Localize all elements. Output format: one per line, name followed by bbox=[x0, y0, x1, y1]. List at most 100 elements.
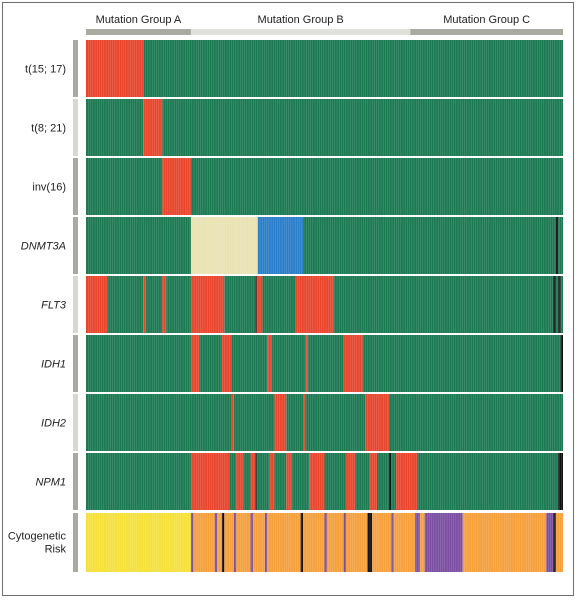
cell-6-10 bbox=[343, 335, 363, 392]
cell-8-16 bbox=[355, 453, 370, 510]
cell-8-3 bbox=[229, 453, 237, 510]
cell-6-3 bbox=[199, 335, 222, 392]
cell-9-25 bbox=[419, 513, 425, 572]
cell-7-8 bbox=[365, 394, 389, 451]
group-bar-1 bbox=[86, 29, 191, 35]
row-band-4 bbox=[73, 217, 78, 274]
row-band-2 bbox=[73, 99, 78, 156]
cell-8-8 bbox=[256, 453, 270, 510]
cell-8-14 bbox=[324, 453, 346, 510]
cell-8-19 bbox=[388, 453, 392, 510]
cell-9-29 bbox=[553, 513, 556, 572]
cell-8-10 bbox=[274, 453, 287, 510]
cell-8-4 bbox=[236, 453, 244, 510]
cell-4-4 bbox=[303, 217, 556, 274]
cell-4-6 bbox=[558, 217, 563, 274]
cell-8-6 bbox=[250, 453, 256, 510]
cell-9-19 bbox=[345, 513, 368, 572]
group-header: Mutation Group A Mutation Group B Mutation… bbox=[86, 14, 563, 35]
row-band-5 bbox=[73, 276, 78, 333]
cell-9-24 bbox=[415, 513, 420, 572]
row-labels: t(15; 17) t(8; 21) inv(16) DNMT3A FLT3 IDH1 ID… bbox=[8, 64, 67, 556]
cell-9-28 bbox=[546, 513, 554, 572]
cell-7-5 bbox=[286, 394, 304, 451]
cell-6-2 bbox=[190, 335, 200, 392]
cell-5-13 bbox=[334, 276, 554, 333]
cell-5-1 bbox=[86, 276, 108, 333]
cell-6-7 bbox=[272, 335, 306, 392]
cell-8-18 bbox=[376, 453, 389, 510]
cell-9-22 bbox=[391, 513, 394, 572]
row-side-bands bbox=[73, 40, 78, 572]
group-label-3: Mutation Group C bbox=[443, 14, 530, 26]
cell-9-20 bbox=[367, 513, 373, 572]
cell-8-2 bbox=[190, 453, 230, 510]
cell-8-5 bbox=[243, 453, 251, 510]
cell-9-14 bbox=[300, 513, 304, 572]
cell-3-1 bbox=[86, 158, 163, 215]
cell-5-9 bbox=[255, 276, 257, 333]
group-label-1: Mutation Group A bbox=[96, 14, 182, 26]
cell-8-12 bbox=[292, 453, 310, 510]
cell-1-1 bbox=[86, 40, 144, 97]
row-band-1 bbox=[73, 40, 78, 97]
cell-4-2 bbox=[190, 217, 258, 274]
cell-7-9 bbox=[388, 394, 563, 451]
cell-5-10 bbox=[256, 276, 263, 333]
row-label-9: Cytogenetic Risk bbox=[8, 531, 67, 556]
cell-6-11 bbox=[362, 335, 561, 392]
cell-8-9 bbox=[269, 453, 275, 510]
cell-7-6 bbox=[303, 394, 306, 451]
cell-9-26 bbox=[424, 513, 463, 572]
cell-8-15 bbox=[345, 453, 356, 510]
heatmap-column-stripes bbox=[88, 40, 562, 572]
cell-5-8 bbox=[224, 276, 256, 333]
cell-9-16 bbox=[324, 513, 327, 572]
cell-9-6 bbox=[221, 513, 225, 572]
row-band-7 bbox=[73, 394, 78, 451]
row-label-3: inv(16) bbox=[32, 182, 66, 194]
heatmap-cells bbox=[86, 40, 564, 572]
cell-9-21 bbox=[372, 513, 392, 572]
cell-6-12 bbox=[560, 335, 563, 392]
cell-9-5 bbox=[217, 513, 222, 572]
cell-8-1 bbox=[86, 453, 191, 510]
cell-8-17 bbox=[369, 453, 377, 510]
cell-9-30 bbox=[555, 513, 563, 572]
group-bar-3 bbox=[410, 29, 563, 35]
cell-6-9 bbox=[307, 335, 344, 392]
cell-8-20 bbox=[391, 453, 397, 510]
cell-9-18 bbox=[343, 513, 346, 572]
cell-5-15 bbox=[555, 276, 559, 333]
row-band-3 bbox=[73, 158, 78, 215]
cell-5-4 bbox=[145, 276, 163, 333]
cell-4-3 bbox=[257, 217, 304, 274]
cell-9-9 bbox=[236, 513, 251, 572]
row-band-8 bbox=[73, 453, 78, 510]
cell-5-6 bbox=[166, 276, 191, 333]
group-label-2: Mutation Group B bbox=[258, 14, 344, 26]
row-label-2: t(8; 21) bbox=[31, 123, 66, 135]
cell-8-11 bbox=[286, 453, 293, 510]
cell-6-6 bbox=[267, 335, 273, 392]
cell-5-7 bbox=[190, 276, 225, 333]
cell-7-2 bbox=[231, 394, 234, 451]
cell-9-1 bbox=[86, 513, 191, 572]
cell-9-15 bbox=[303, 513, 325, 572]
cell-1-2 bbox=[143, 40, 564, 97]
cell-5-3 bbox=[143, 276, 146, 333]
cell-2-2 bbox=[143, 99, 163, 156]
cell-3-2 bbox=[162, 158, 191, 215]
cell-9-3 bbox=[193, 513, 215, 572]
cell-4-1 bbox=[86, 217, 191, 274]
cell-9-7 bbox=[224, 513, 234, 572]
row-band-6 bbox=[73, 335, 78, 392]
row-label-8: NPM1 bbox=[35, 477, 66, 489]
cell-2-1 bbox=[86, 99, 144, 156]
cell-8-13 bbox=[309, 453, 325, 510]
cell-9-2 bbox=[190, 513, 194, 572]
cell-7-1 bbox=[86, 394, 232, 451]
cell-5-2 bbox=[107, 276, 144, 333]
cell-9-10 bbox=[250, 513, 253, 572]
